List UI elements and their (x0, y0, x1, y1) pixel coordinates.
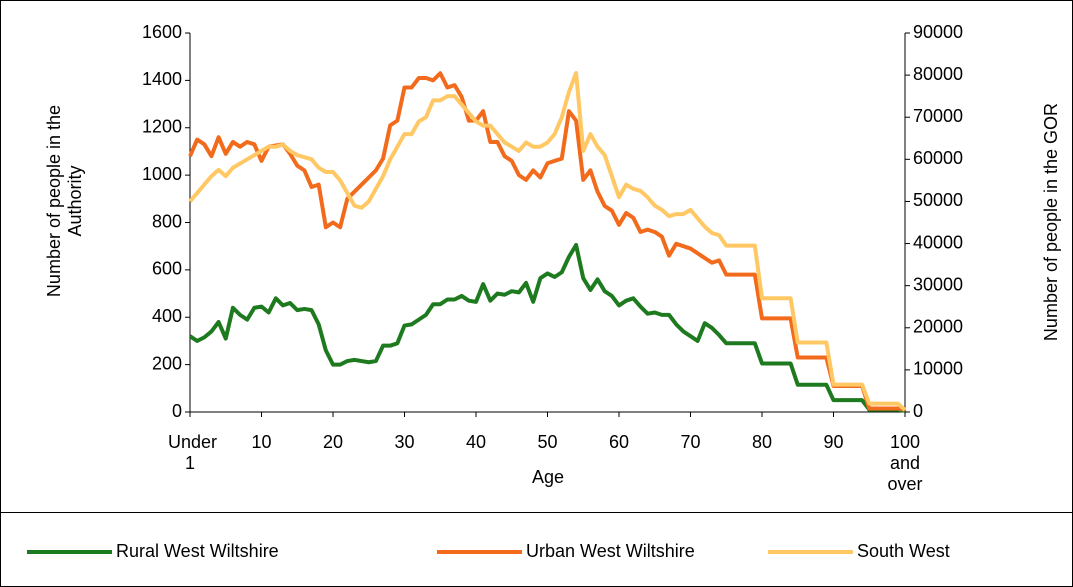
x-tick-label: 40 (465, 432, 487, 452)
legend-label: Urban West Wiltshire (526, 541, 695, 561)
y-tick-label: 200 (152, 353, 182, 373)
x-tick-label: 20 (322, 432, 344, 452)
x-tick-label: 50 (537, 432, 558, 452)
x-tick-label: 70 (680, 432, 701, 452)
y2-tick-label: 70000 (913, 106, 963, 126)
y-tick-label: 1200 (142, 117, 182, 137)
y-tick-label: 1000 (142, 164, 182, 184)
legend-label: Rural West Wiltshire (116, 541, 279, 561)
x-tick-label: 10 (251, 432, 272, 452)
x-tick-label: 90 (823, 432, 844, 452)
y2-tick-label: 80000 (913, 64, 963, 84)
x-tick-label: 100 and over (887, 432, 923, 494)
y-axis-title: Number of people in the Authority (44, 104, 85, 298)
line-series (188, 71, 907, 412)
x-axis-title: Age (532, 467, 564, 487)
y-tick-label: 800 (152, 211, 182, 231)
x-tick-label: 30 (394, 432, 415, 452)
y2-tick-label: 50000 (913, 190, 963, 210)
y-tick-label: 600 (152, 259, 182, 279)
y-tick-label: 400 (152, 306, 182, 326)
y2-tick-label: 60000 (913, 148, 963, 168)
line-series (188, 71, 906, 412)
y2-axis-title: Number of people in the GOR (1041, 103, 1061, 341)
line-series (188, 243, 906, 413)
x-tick-label: Under 1 (168, 432, 218, 473)
y2-tick-label: 10000 (913, 359, 963, 379)
x-tick-label: 60 (608, 432, 630, 452)
legend-label: South West (857, 541, 950, 561)
y-tick-label: 0 (172, 401, 182, 421)
y2-tick-label: 20000 (913, 317, 963, 337)
y2-tick-label: 0 (913, 401, 923, 421)
y-tick-label: 1400 (142, 69, 182, 89)
y2-tick-label: 40000 (913, 232, 963, 252)
x-tick-label: 80 (751, 432, 773, 452)
y2-tick-label: 30000 (913, 274, 963, 294)
y-tick-label: 1600 (142, 22, 182, 42)
y2-tick-label: 90000 (913, 22, 963, 42)
